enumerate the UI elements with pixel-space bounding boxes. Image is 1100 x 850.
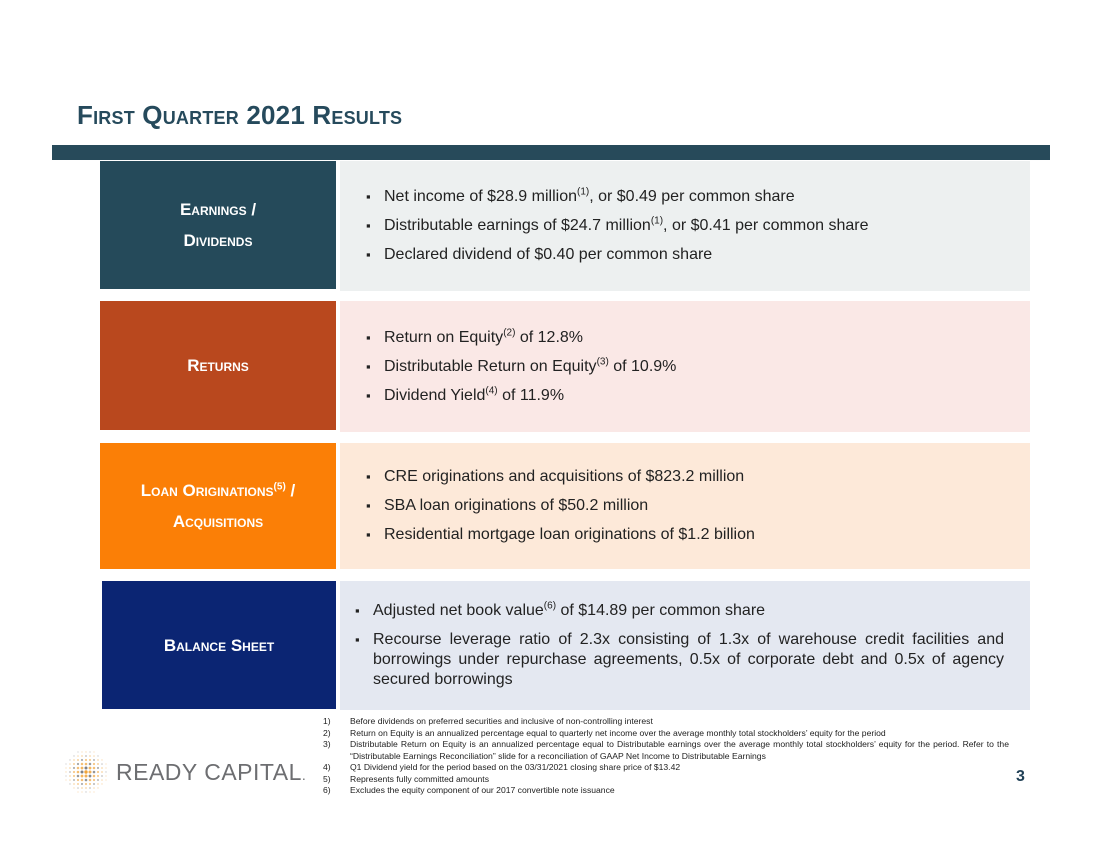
- returns-bullet-roe: Return on Equity(2) of 12.8%: [366, 328, 676, 348]
- loans-bullet-cre: CRE originations and acquisitions of $82…: [366, 467, 755, 487]
- returns-content: Return on Equity(2) of 12.8% Distributab…: [340, 301, 1030, 432]
- footnote: 5) Represents fully committed amounts: [323, 773, 489, 784]
- earnings-label-box: Earnings / Dividends: [100, 161, 336, 289]
- earnings-label-line2: Dividends: [183, 231, 253, 250]
- page-title: First Quarter 2021 Results: [77, 100, 403, 130]
- loans-label-box: Loan Originations(5) / Acquisitions: [100, 443, 336, 569]
- earnings-content: Net income of $28.9 million(1), or $0.49…: [340, 161, 1030, 291]
- returns-bullets: Return on Equity(2) of 12.8% Distributab…: [366, 328, 676, 406]
- company-logo-text: READY CAPITAL.: [116, 759, 307, 785]
- footnote: 1) Before dividends on preferred securiti…: [323, 716, 653, 726]
- footnote: 6) Excludes the equity component of our 2…: [323, 785, 615, 795]
- earnings-bullet-dividend: Declared dividend of $0.40 per common sh…: [366, 245, 868, 265]
- balance-bullet-leverage: Recourse leverage ratio of 2.3x consisti…: [355, 630, 1004, 690]
- loans-label-line2: Acquisitions: [172, 512, 264, 531]
- footnote: 4) Q1 Dividend yield for the period based…: [323, 762, 681, 772]
- balance-bullet-book-value: Adjusted net book value(6) of $14.89 per…: [355, 601, 1004, 621]
- footnote: 2) Return on Equity is an annualized perc…: [323, 727, 886, 738]
- page-number: 3: [1016, 768, 1025, 785]
- header-rule: [52, 145, 1050, 160]
- balance-label-box: Balance Sheet: [102, 581, 336, 709]
- loans-content: CRE originations and acquisitions of $82…: [340, 443, 1030, 569]
- footnote: 3) Distributable Return on Equity is an a…: [323, 739, 1009, 761]
- earnings-bullet-net-income: Net income of $28.9 million(1), or $0.49…: [366, 187, 868, 207]
- balance-label: Balance Sheet: [163, 635, 275, 655]
- loans-label-line1: Loan Originations(5) /: [140, 481, 296, 500]
- grid-globe-logo-icon: [65, 751, 107, 793]
- balance-content: Adjusted net book value(6) of $14.89 per…: [340, 581, 1030, 710]
- returns-bullet-yield: Dividend Yield(4) of 11.9%: [366, 386, 676, 406]
- loans-bullet-residential: Residential mortgage loan originations o…: [366, 525, 755, 545]
- footnotes: 1) Before dividends on preferred securiti…: [323, 716, 1009, 797]
- returns-label-box: Returns: [100, 301, 336, 430]
- earnings-bullets: Net income of $28.9 million(1), or $0.49…: [366, 187, 868, 265]
- earnings-label-line1: Earnings /: [179, 200, 257, 219]
- loans-bullet-sba: SBA loan originations of $50.2 million: [366, 496, 755, 516]
- balance-bullets: Adjusted net book value(6) of $14.89 per…: [355, 601, 1004, 690]
- returns-bullet-droe: Distributable Return on Equity(3) of 10.…: [366, 357, 676, 377]
- returns-label: Returns: [187, 356, 249, 375]
- earnings-bullet-distributable: Distributable earnings of $24.7 million(…: [366, 216, 868, 236]
- loans-bullets: CRE originations and acquisitions of $82…: [366, 467, 755, 545]
